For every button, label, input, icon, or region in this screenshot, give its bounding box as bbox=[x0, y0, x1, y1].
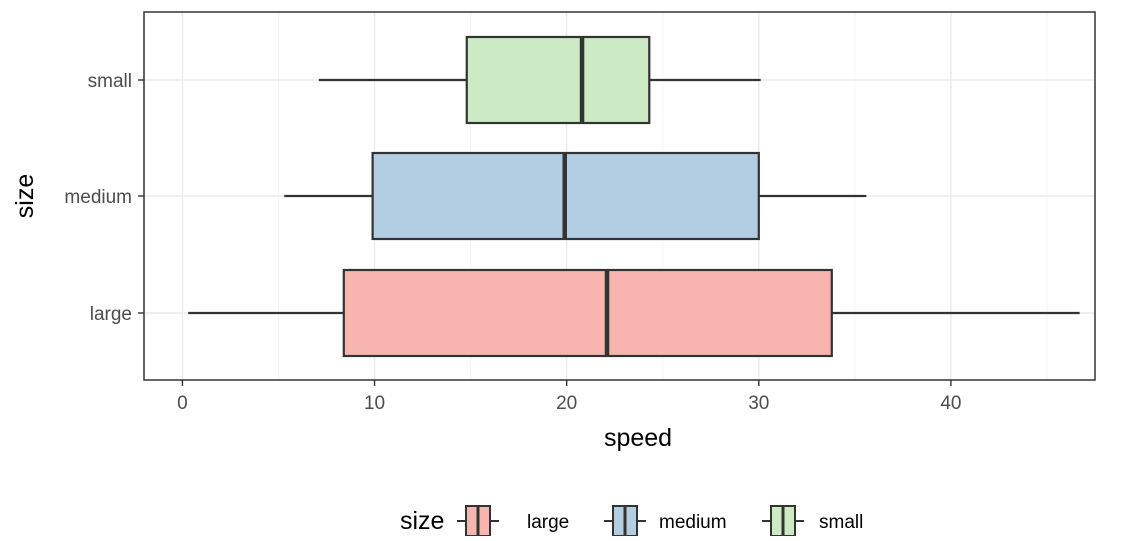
legend-item-small: small bbox=[762, 505, 863, 537]
x-axis: 0 10 20 30 40 bbox=[177, 380, 961, 414]
legend-label: large bbox=[527, 512, 569, 533]
x-axis-title: speed bbox=[604, 424, 672, 452]
legend: size large medium small bbox=[400, 505, 863, 537]
box-body-large bbox=[342, 268, 833, 358]
y-tick-label: medium bbox=[64, 187, 132, 208]
boxes bbox=[188, 35, 1080, 358]
x-tick-label: 0 bbox=[177, 393, 188, 414]
box-small bbox=[318, 35, 761, 125]
legend-item-medium: medium bbox=[604, 505, 727, 537]
y-tick-label: large bbox=[90, 304, 132, 325]
legend-title: size bbox=[400, 507, 444, 535]
y-axis-title: size bbox=[11, 174, 39, 218]
y-tick-label: small bbox=[88, 71, 132, 92]
x-tick-label: 30 bbox=[748, 393, 769, 414]
x-tick-label: 40 bbox=[940, 393, 961, 414]
box-large bbox=[188, 268, 1080, 358]
legend-label: small bbox=[819, 512, 863, 533]
box-body-small bbox=[465, 35, 651, 125]
box-medium bbox=[284, 151, 867, 241]
x-tick-label: 20 bbox=[556, 393, 577, 414]
y-axis: large medium small bbox=[64, 71, 144, 325]
x-tick-label: 10 bbox=[364, 393, 385, 414]
legend-item-large: large bbox=[457, 505, 569, 537]
legend-label: medium bbox=[659, 512, 727, 533]
